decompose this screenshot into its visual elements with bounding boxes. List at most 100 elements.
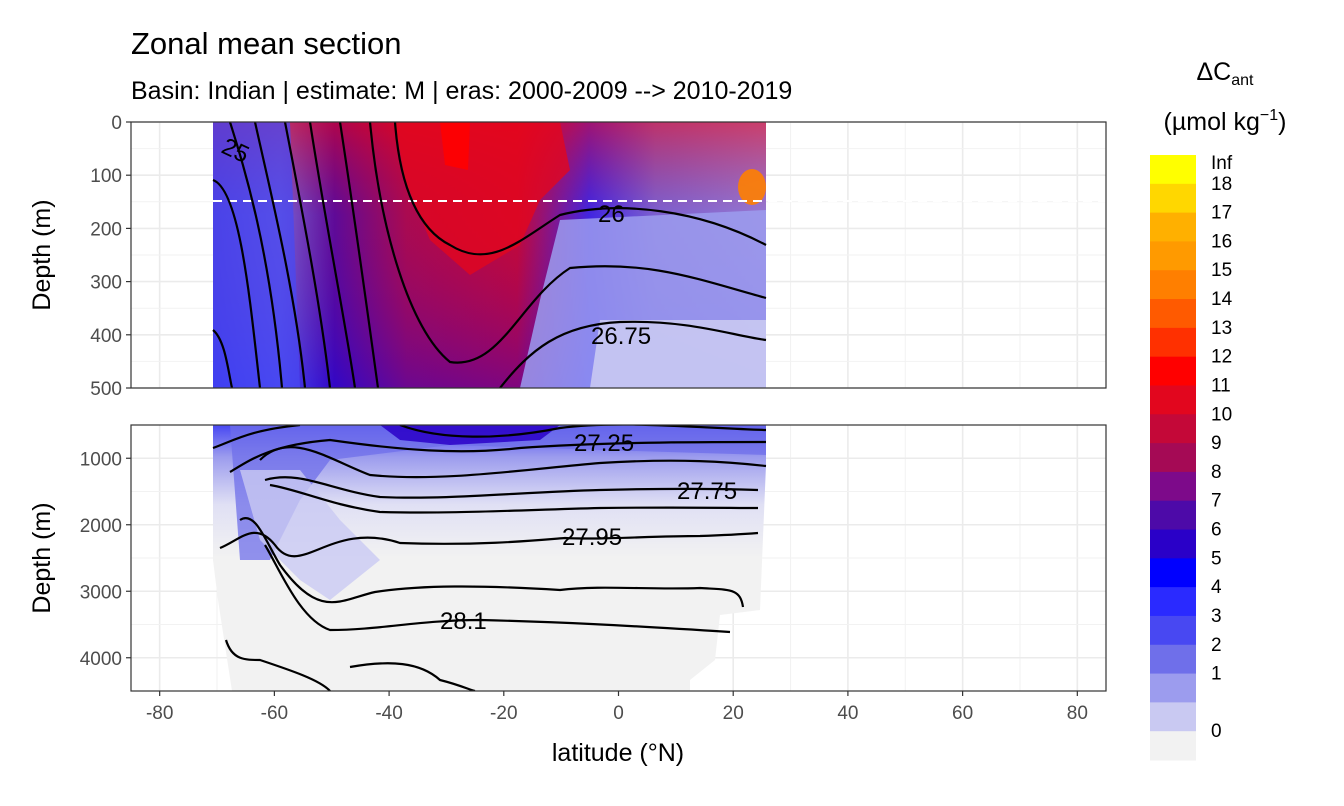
legend-key — [1150, 673, 1196, 703]
lower-isopycnal — [219, 531, 759, 558]
lower-field-light-band — [240, 470, 380, 600]
legend-key — [1150, 414, 1196, 444]
legend-label: 5 — [1211, 548, 1222, 569]
legend-label: 9 — [1211, 433, 1222, 454]
legend-label: 11 — [1211, 375, 1231, 396]
lower-isopycnal — [399, 425, 767, 438]
upper-contour-label: 26.75 — [591, 323, 651, 350]
lower-contour-label: 27.95 — [562, 524, 622, 551]
lower-y-tick-label: 3000 — [80, 582, 122, 603]
legend-label: 17 — [1211, 203, 1232, 224]
legend: ΔCant (µmol kg−1) Inf1817161514131211109… — [1150, 58, 1286, 761]
lower-y-axis-title: Depth (m) — [28, 502, 56, 613]
upper-isopycnal — [499, 320, 767, 388]
upper-panel-field: 25 26 26.75 — [212, 122, 1106, 388]
lower-field-deep-core — [380, 425, 560, 445]
legend-key — [1150, 356, 1196, 386]
upper-isopycnal — [338, 122, 380, 388]
lower-isopycnal — [264, 476, 759, 499]
lower-isopycnal — [212, 425, 301, 450]
legend-key — [1150, 241, 1196, 271]
legend-key — [1150, 702, 1196, 732]
upper-y-tick-label: 0 — [111, 113, 122, 134]
lower-panel-field: 27.25 27.75 27.95 28.1 — [212, 425, 767, 691]
legend-title-main: ΔC — [1196, 58, 1231, 86]
lower-y-tick-label: 1000 — [80, 449, 122, 470]
legend-key — [1150, 529, 1196, 559]
legend-key — [1150, 212, 1196, 242]
chart-title: Zonal mean section — [131, 26, 402, 61]
lower-isopycnal — [239, 516, 745, 608]
x-axis: -80 -60 -40 -20 0 20 40 60 80 — [146, 691, 1088, 724]
upper-y-axis-title: Depth (m) — [28, 199, 56, 310]
upper-isopycnals — [212, 122, 767, 388]
legend-key — [1150, 471, 1196, 502]
legend-unit: (µmol kg−1) — [1164, 107, 1287, 136]
legend-key — [1150, 183, 1196, 214]
upper-y-tick-label: 200 — [90, 219, 122, 240]
x-tick-label: -80 — [146, 703, 173, 724]
legend-label: 10 — [1211, 404, 1232, 425]
legend-label: 15 — [1211, 260, 1232, 281]
legend-key — [1150, 299, 1196, 329]
legend-label: 0 — [1211, 721, 1222, 742]
legend-label: 2 — [1211, 635, 1222, 656]
legend-label: 18 — [1211, 174, 1232, 195]
lower-isopycnal — [264, 544, 731, 634]
upper-panel-border — [130, 121, 1107, 389]
upper-contour-label: 26 — [598, 201, 625, 228]
legend-key — [1150, 327, 1196, 358]
legend-key — [1150, 731, 1196, 761]
lower-isopycnal — [259, 446, 767, 479]
legend-label: 4 — [1211, 577, 1222, 598]
legend-label: 12 — [1211, 347, 1232, 368]
lower-field-blue-band — [230, 425, 766, 560]
upper-field-red-patch — [440, 122, 470, 170]
legend-unit-sup: −1 — [1260, 107, 1278, 124]
upper-field-pale-east — [590, 320, 766, 388]
upper-isopycnal — [212, 178, 262, 388]
x-tick-label: 80 — [1067, 703, 1088, 724]
legend-label: 1 — [1211, 664, 1222, 685]
lower-y-tick-label: 2000 — [80, 516, 122, 537]
upper-isopycnal — [253, 122, 307, 388]
upper-panel: 25 26 26.75 0 100 200 300 400 500 Depth (m) — [28, 113, 1107, 400]
upper-isopycnal — [228, 122, 284, 388]
legend-key — [1150, 500, 1196, 531]
legend-key — [1150, 615, 1196, 646]
upper-isopycnal — [212, 329, 234, 388]
lower-isopycnal — [349, 662, 476, 691]
legend-title: ΔCant — [1196, 58, 1254, 89]
upper-field-blue-west — [213, 122, 300, 388]
legend-label: Inf — [1211, 153, 1233, 174]
legend-key — [1150, 644, 1196, 675]
upper-y-tick-label: 300 — [90, 273, 122, 294]
legend-key — [1150, 558, 1196, 588]
upper-field-hotspot — [738, 169, 766, 205]
upper-y-axis: 0 100 200 300 400 500 — [90, 113, 131, 400]
legend-key — [1150, 155, 1196, 185]
upper-y-tick-label: 400 — [90, 326, 122, 347]
legend-label: 6 — [1211, 520, 1222, 541]
upper-isopycnal — [308, 122, 357, 388]
legend-label: 16 — [1211, 231, 1232, 252]
legend-label: 7 — [1211, 491, 1222, 512]
lower-isopycnal — [224, 639, 331, 691]
x-tick-label: -60 — [261, 703, 288, 724]
chart-subtitle: Basin: Indian | estimate: M | eras: 2000… — [131, 77, 792, 105]
legend-key — [1150, 385, 1196, 415]
legend-label: 14 — [1211, 289, 1233, 310]
lower-contour-label: 28.1 — [440, 608, 487, 635]
legend-label: 8 — [1211, 462, 1222, 483]
lower-panel: 27.25 27.75 27.95 28.1 1000200030004000 … — [28, 424, 1107, 692]
x-axis-title: latitude (°N) — [552, 739, 684, 767]
x-tick-label: -20 — [490, 703, 517, 724]
legend-unit-close: ) — [1278, 108, 1286, 136]
legend-label: 3 — [1211, 606, 1222, 627]
lower-y-tick-label: 4000 — [80, 649, 122, 670]
legend-key — [1150, 270, 1196, 300]
x-tick-label: 60 — [952, 703, 973, 724]
lower-y-axis: 1000 2000 3000 4000 — [80, 449, 131, 670]
